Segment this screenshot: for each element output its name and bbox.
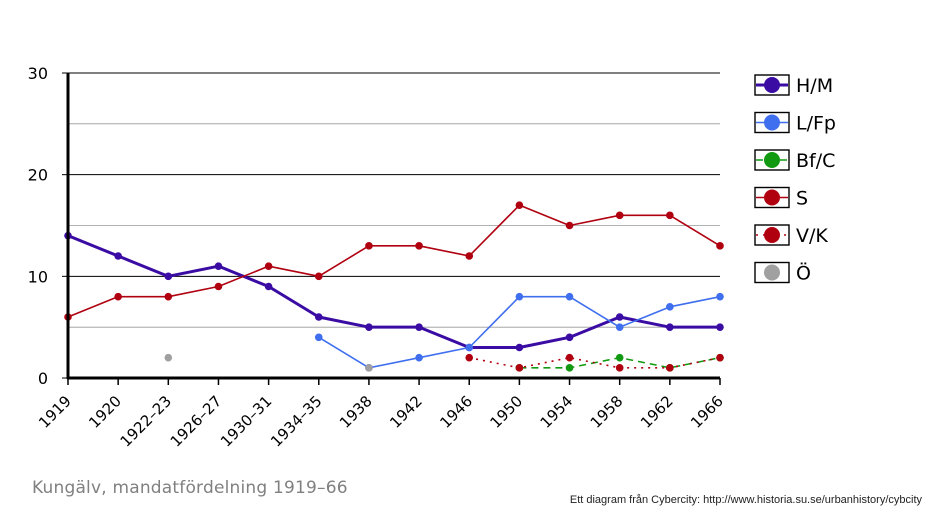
x-tick-label: 1920 (85, 392, 125, 432)
legend-marker (764, 152, 780, 168)
series-- (164, 353, 373, 372)
data-point (415, 353, 423, 362)
data-point (716, 292, 724, 301)
data-point (465, 252, 474, 260)
data-point (615, 353, 624, 362)
y-axis-ticks: 0 10 20 30 (28, 64, 68, 388)
legend-marker (764, 189, 780, 206)
x-tick-label: 1926–27 (167, 392, 226, 451)
x-tick-label: 1922–23 (117, 392, 176, 451)
legend-marker (764, 227, 780, 243)
data-point (666, 364, 674, 372)
data-point (264, 262, 273, 270)
data-point (716, 323, 724, 331)
x-tick-label: 1962 (637, 392, 677, 432)
legend-label: L/Fp (796, 113, 836, 135)
x-tick-label: 1942 (386, 392, 426, 432)
x-tick-label: 1938 (336, 392, 376, 432)
y-tick-label: 30 (28, 64, 48, 83)
data-point (164, 272, 173, 281)
data-point (164, 292, 173, 301)
data-point (565, 364, 574, 372)
series-line (318, 295, 721, 369)
series-line (469, 356, 721, 369)
data-point (666, 303, 674, 311)
legend-item: V/K (754, 224, 828, 247)
chart-title: Kungälv, mandatfördelning 1919–66 (32, 478, 348, 498)
x-tick-label: 1930–31 (217, 392, 276, 451)
data-point (365, 364, 373, 372)
data-point (565, 333, 574, 342)
chart-credit: Ett diagram från Cybercity: http://www.h… (569, 494, 922, 506)
data-point (465, 353, 474, 362)
legend-label: V/K (796, 225, 828, 247)
x-tick-label: 1954 (537, 392, 577, 432)
data-point (415, 242, 423, 250)
data-point (114, 292, 122, 301)
data-point (515, 343, 524, 352)
legend-label: Bf/C (796, 150, 835, 172)
data-point (114, 252, 122, 260)
y-tick-label: 0 (38, 369, 48, 388)
legend-label: H/M (796, 75, 833, 97)
x-tick-label: 1966 (687, 392, 727, 432)
x-tick-label: 1946 (436, 392, 476, 432)
series-l-fp (314, 292, 724, 372)
legend-label: S (796, 188, 808, 210)
data-point (314, 272, 323, 281)
data-point (515, 364, 524, 372)
data-point (615, 364, 624, 372)
legend-label: Ö (796, 262, 811, 285)
data-point (365, 242, 373, 250)
data-point (666, 323, 674, 331)
data-point (565, 221, 574, 230)
data-point (515, 201, 524, 209)
data-point (615, 313, 624, 321)
x-tick-label: 1919 (35, 392, 75, 432)
data-point (264, 282, 273, 291)
legend-item: L/Fp (754, 111, 836, 135)
legend-marker (764, 264, 780, 281)
legend: H/M L/Fp Bf/C S V/K Ö (754, 74, 836, 285)
series-group (64, 201, 724, 372)
legend-item: Bf/C (754, 149, 835, 172)
series-h-m (64, 231, 724, 352)
data-point (314, 333, 323, 342)
y-tick-label: 20 (28, 166, 48, 185)
legend-marker (764, 114, 780, 131)
data-point (465, 343, 474, 352)
data-point (565, 292, 574, 301)
series-line (67, 204, 721, 318)
x-tick-label: 1950 (486, 392, 526, 432)
data-point (615, 211, 624, 220)
data-point (515, 292, 524, 301)
grid-lines (68, 72, 720, 328)
x-tick-label: 1934–35 (267, 392, 326, 451)
data-point (314, 313, 323, 321)
y-tick-label: 10 (28, 267, 48, 286)
data-point (214, 262, 223, 270)
legend-item: Ö (754, 262, 811, 285)
data-point (615, 323, 624, 331)
data-point (164, 353, 173, 362)
series-line (67, 234, 720, 349)
data-point (666, 211, 674, 220)
data-point (565, 353, 574, 362)
series-s (64, 201, 724, 321)
legend-item: H/M (754, 74, 833, 97)
data-point (716, 353, 724, 362)
legend-marker (764, 77, 780, 93)
data-point (214, 282, 223, 291)
x-tick-label: 1958 (587, 392, 627, 432)
series-v-k (465, 353, 724, 372)
data-point (415, 323, 423, 331)
axes (66, 73, 720, 380)
data-point (716, 242, 724, 250)
legend-item: S (754, 186, 808, 210)
data-point (365, 323, 373, 331)
